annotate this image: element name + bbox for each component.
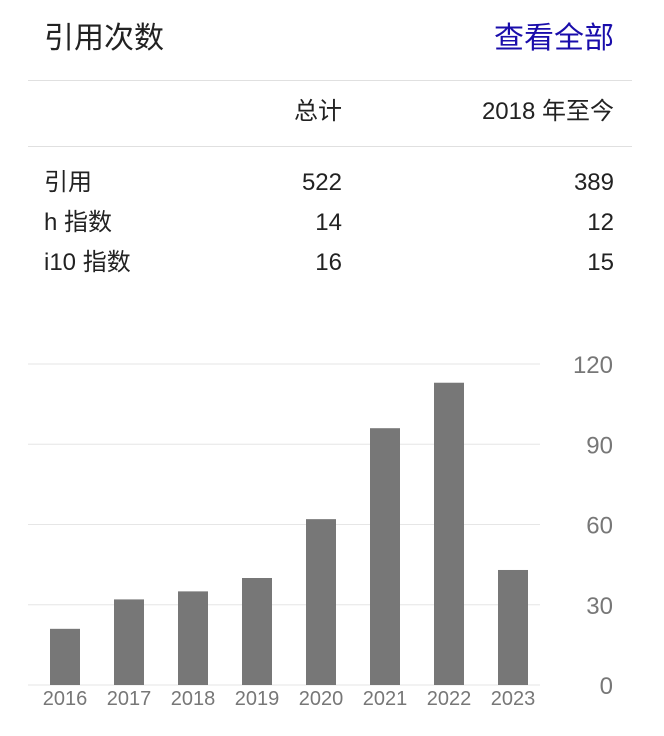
h-index-total: 14 <box>315 209 342 236</box>
y-tick-90: 90 <box>586 432 613 459</box>
bar-2020[interactable] <box>306 519 336 685</box>
x-tick-2021: 2021 <box>363 688 408 710</box>
column-header-total: 总计 <box>294 98 342 125</box>
y-tick-120: 120 <box>573 352 613 379</box>
x-tick-2018: 2018 <box>171 688 216 710</box>
i10-index-total: 16 <box>315 249 342 276</box>
x-tick-2023: 2023 <box>491 688 536 710</box>
view-all-link[interactable]: 查看全部 <box>494 22 614 55</box>
x-tick-2022: 2022 <box>427 688 472 710</box>
bar-2023[interactable] <box>498 569 528 685</box>
y-tick-60: 60 <box>586 513 613 540</box>
table-row-h-index: h 指数 14 12 <box>0 203 664 243</box>
chart-x-ticks: 2016 2017 2018 2019 2020 2021 2022 2023 <box>43 688 536 710</box>
citations-total: 522 <box>301 169 342 196</box>
x-tick-2020: 2020 <box>299 688 344 710</box>
y-tick-0: 0 <box>600 673 613 700</box>
bar-2022[interactable] <box>434 382 464 685</box>
bar-2021[interactable] <box>370 428 400 685</box>
row-label-i10-index[interactable]: i10 指数 <box>44 249 131 276</box>
table-row-citations: 引用 522 389 <box>0 163 664 203</box>
table-row-i10-index: i10 指数 16 15 <box>0 243 664 283</box>
row-label-citations[interactable]: 引用 <box>44 169 92 196</box>
table-divider <box>28 146 632 147</box>
bar-2018[interactable] <box>178 591 208 685</box>
bar-2016[interactable] <box>50 628 80 685</box>
x-tick-2017: 2017 <box>107 688 152 710</box>
chart-y-ticks: 0 30 60 90 120 <box>573 352 613 700</box>
section-title: 引用次数 <box>44 22 164 55</box>
h-index-since: 12 <box>587 209 614 236</box>
i10-index-since: 15 <box>587 249 614 276</box>
x-tick-2019: 2019 <box>235 688 280 710</box>
bar-2017[interactable] <box>114 599 144 685</box>
y-tick-30: 30 <box>586 593 613 620</box>
column-header-since: 2018 年至今 <box>481 98 614 125</box>
citations-header: 引用次数 查看全部 <box>28 0 632 81</box>
x-tick-2016: 2016 <box>43 688 88 710</box>
chart-bars <box>50 382 528 685</box>
row-label-h-index[interactable]: h 指数 <box>44 209 113 236</box>
citations-since: 389 <box>573 169 614 196</box>
bar-2019[interactable] <box>242 578 272 685</box>
